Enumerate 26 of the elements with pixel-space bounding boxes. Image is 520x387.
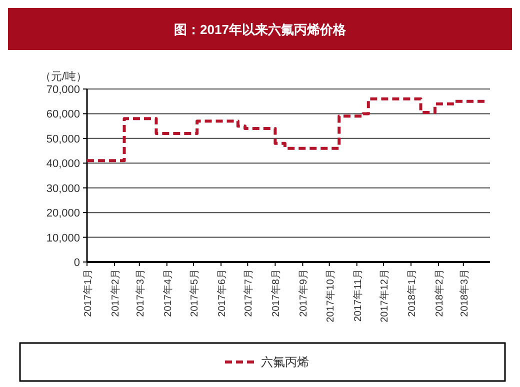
y-axis-title: （元/吨） (40, 70, 88, 83)
x-tick-label: 2018年1月 (406, 269, 418, 317)
x-tick-label: 2017年7月 (242, 269, 255, 317)
x-tick-label: 2018年2月 (434, 269, 446, 317)
x-tick-label: 2017年6月 (216, 269, 228, 317)
legend-label: 六氟丙烯 (261, 355, 309, 369)
x-tick-label: 2017年10月 (324, 269, 336, 322)
y-tick-label: 70,000 (46, 84, 80, 96)
y-tick-label: 20,000 (46, 208, 80, 220)
y-tick-label: 10,000 (46, 232, 80, 244)
x-tick-label: 2017年9月 (298, 269, 310, 317)
x-tick-label: 2018年3月 (458, 269, 470, 317)
y-tick-label: 50,000 (46, 133, 80, 146)
x-tick-label: 2017年3月 (134, 269, 146, 317)
x-tick-label: 2017年5月 (188, 269, 201, 317)
chart-title: 图：2017年以来六氟丙烯价格 (174, 22, 347, 37)
x-tick-label: 2017年8月 (270, 269, 282, 317)
x-tick-label: 2017年4月 (162, 269, 174, 317)
x-tick-label: 2017年11月 (352, 269, 364, 322)
y-tick-label: 0 (74, 257, 80, 269)
y-tick-label: 30,000 (46, 182, 80, 195)
y-tick-label: 40,000 (46, 158, 80, 170)
y-tick-label: 60,000 (46, 108, 80, 121)
x-tick-label: 2017年12月 (378, 269, 390, 322)
x-tick-label: 2017年1月 (82, 269, 94, 317)
x-tick-label: 2017年2月 (110, 269, 122, 317)
